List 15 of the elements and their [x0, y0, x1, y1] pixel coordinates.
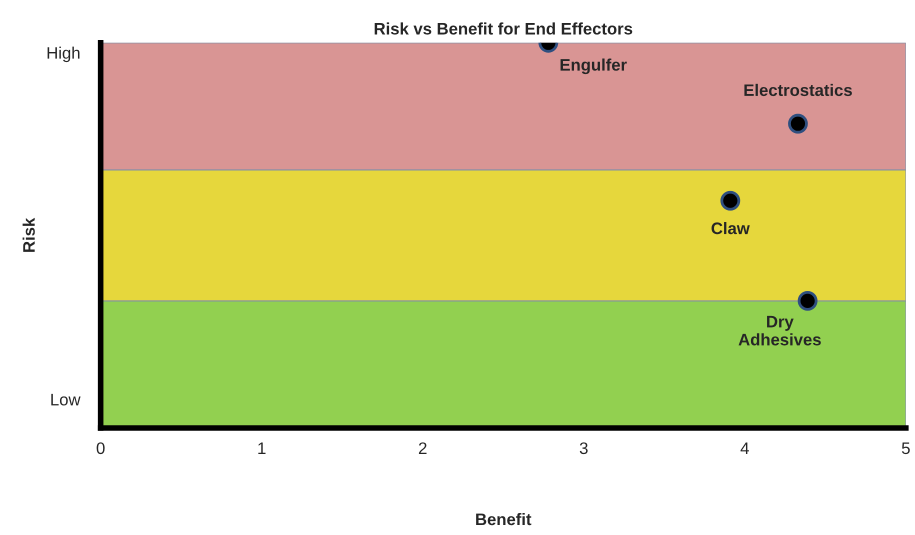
text: Low: [51, 394, 81, 406]
x-tick-label: 3: [580, 442, 588, 454]
annotation: Electrostatics: [744, 84, 852, 96]
x-axis-title: Benefit: [476, 512, 532, 526]
annotation: Dry Adhesives: [738, 316, 821, 346]
text: High: [48, 46, 80, 62]
x-tick-label: 1: [258, 442, 266, 454]
x-tick-label: 5: [902, 442, 910, 454]
x-tick-label: 0: [96, 442, 105, 454]
chart-title: Risk vs Benefit for End Effectors: [374, 22, 632, 35]
x-tick-label: 2: [418, 442, 427, 454]
annotation: Engulfer: [560, 58, 627, 74]
annotation: Claw: [712, 222, 750, 234]
x-tick-label: 4: [740, 442, 749, 454]
y-axis-title: Risk: [22, 218, 35, 252]
